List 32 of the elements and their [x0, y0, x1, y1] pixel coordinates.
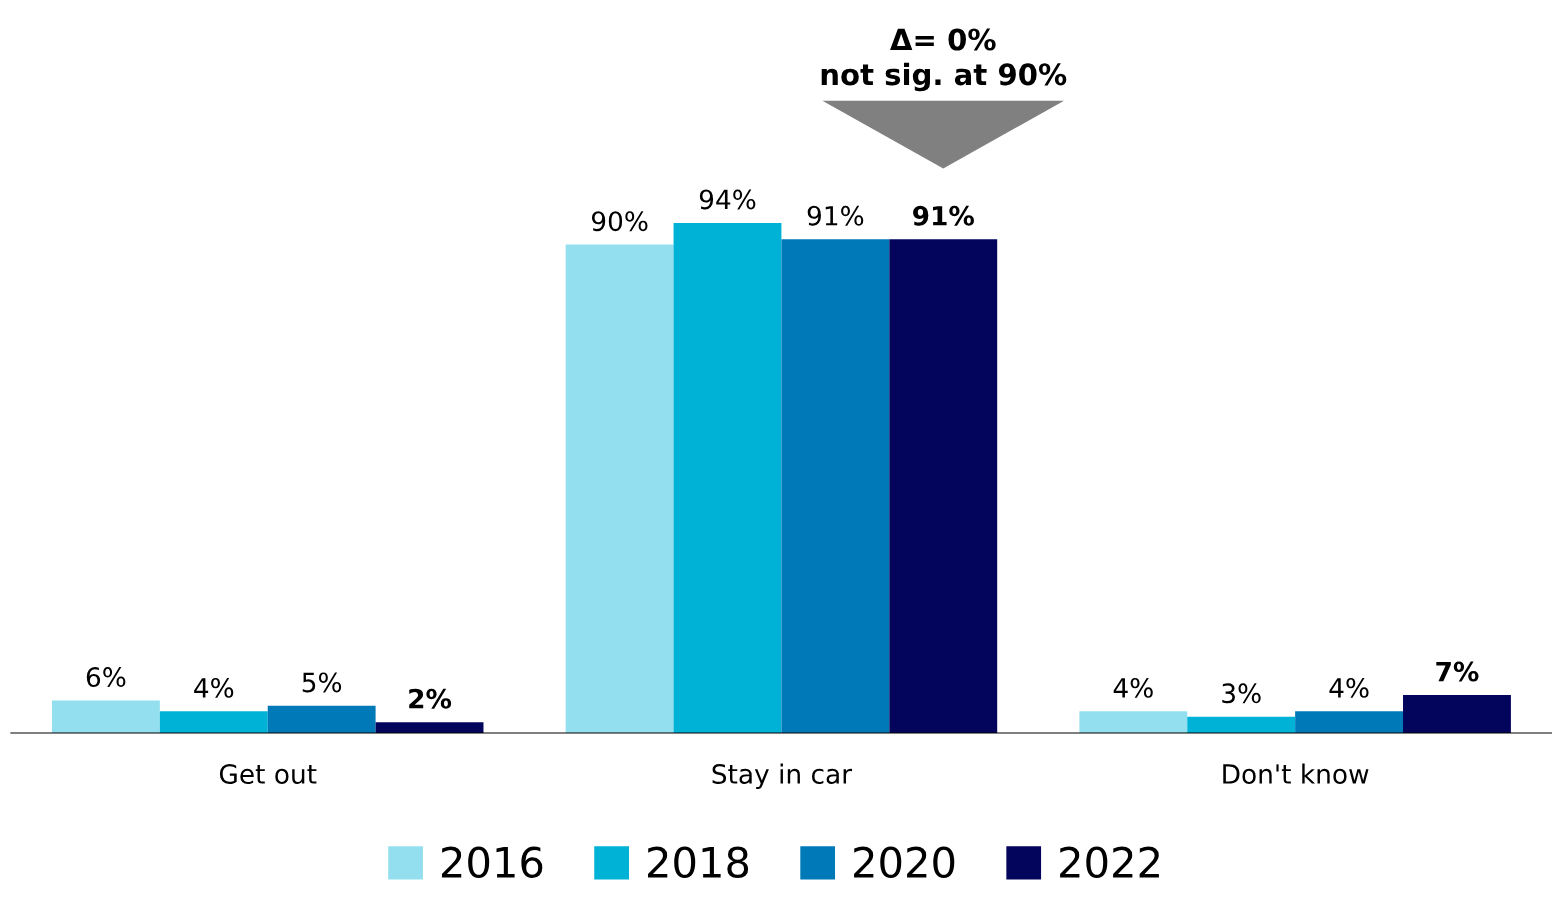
bar	[1295, 711, 1404, 733]
bar	[565, 244, 674, 733]
bar	[1403, 695, 1511, 733]
data-label: 90%	[591, 211, 648, 232]
data-label: 2%	[409, 688, 452, 709]
data-label: 4%	[1113, 677, 1153, 698]
bar	[1079, 711, 1188, 733]
legend-label: 2020	[854, 846, 955, 879]
bar	[51, 700, 160, 733]
bar	[267, 705, 376, 733]
data-label: 91%	[913, 205, 974, 226]
bar	[1187, 716, 1296, 733]
text: Δ= 0% not sig. at 90%	[821, 28, 1067, 92]
legend-label: 2018	[648, 846, 749, 879]
x-tick-label: Get out	[219, 764, 317, 784]
data-label: 5%	[302, 672, 342, 693]
legend-label: 2016	[441, 846, 543, 879]
data-label: 4%	[1329, 677, 1369, 698]
data-label: 94%	[699, 189, 756, 210]
x-tick-label: Don't know	[1223, 763, 1369, 784]
bar	[673, 222, 782, 733]
bar	[781, 239, 890, 733]
x-tick-label: Stay in car	[712, 763, 853, 790]
data-label: 91%	[807, 205, 864, 226]
data-label: 3%	[1222, 683, 1261, 704]
data-label: 4%	[194, 677, 234, 698]
data-label: 7%	[1436, 661, 1479, 682]
data-label: 6%	[86, 667, 126, 687]
bar	[159, 711, 268, 733]
bar	[375, 722, 484, 733]
bar	[889, 239, 998, 733]
legend-label: 2022	[1060, 846, 1159, 879]
